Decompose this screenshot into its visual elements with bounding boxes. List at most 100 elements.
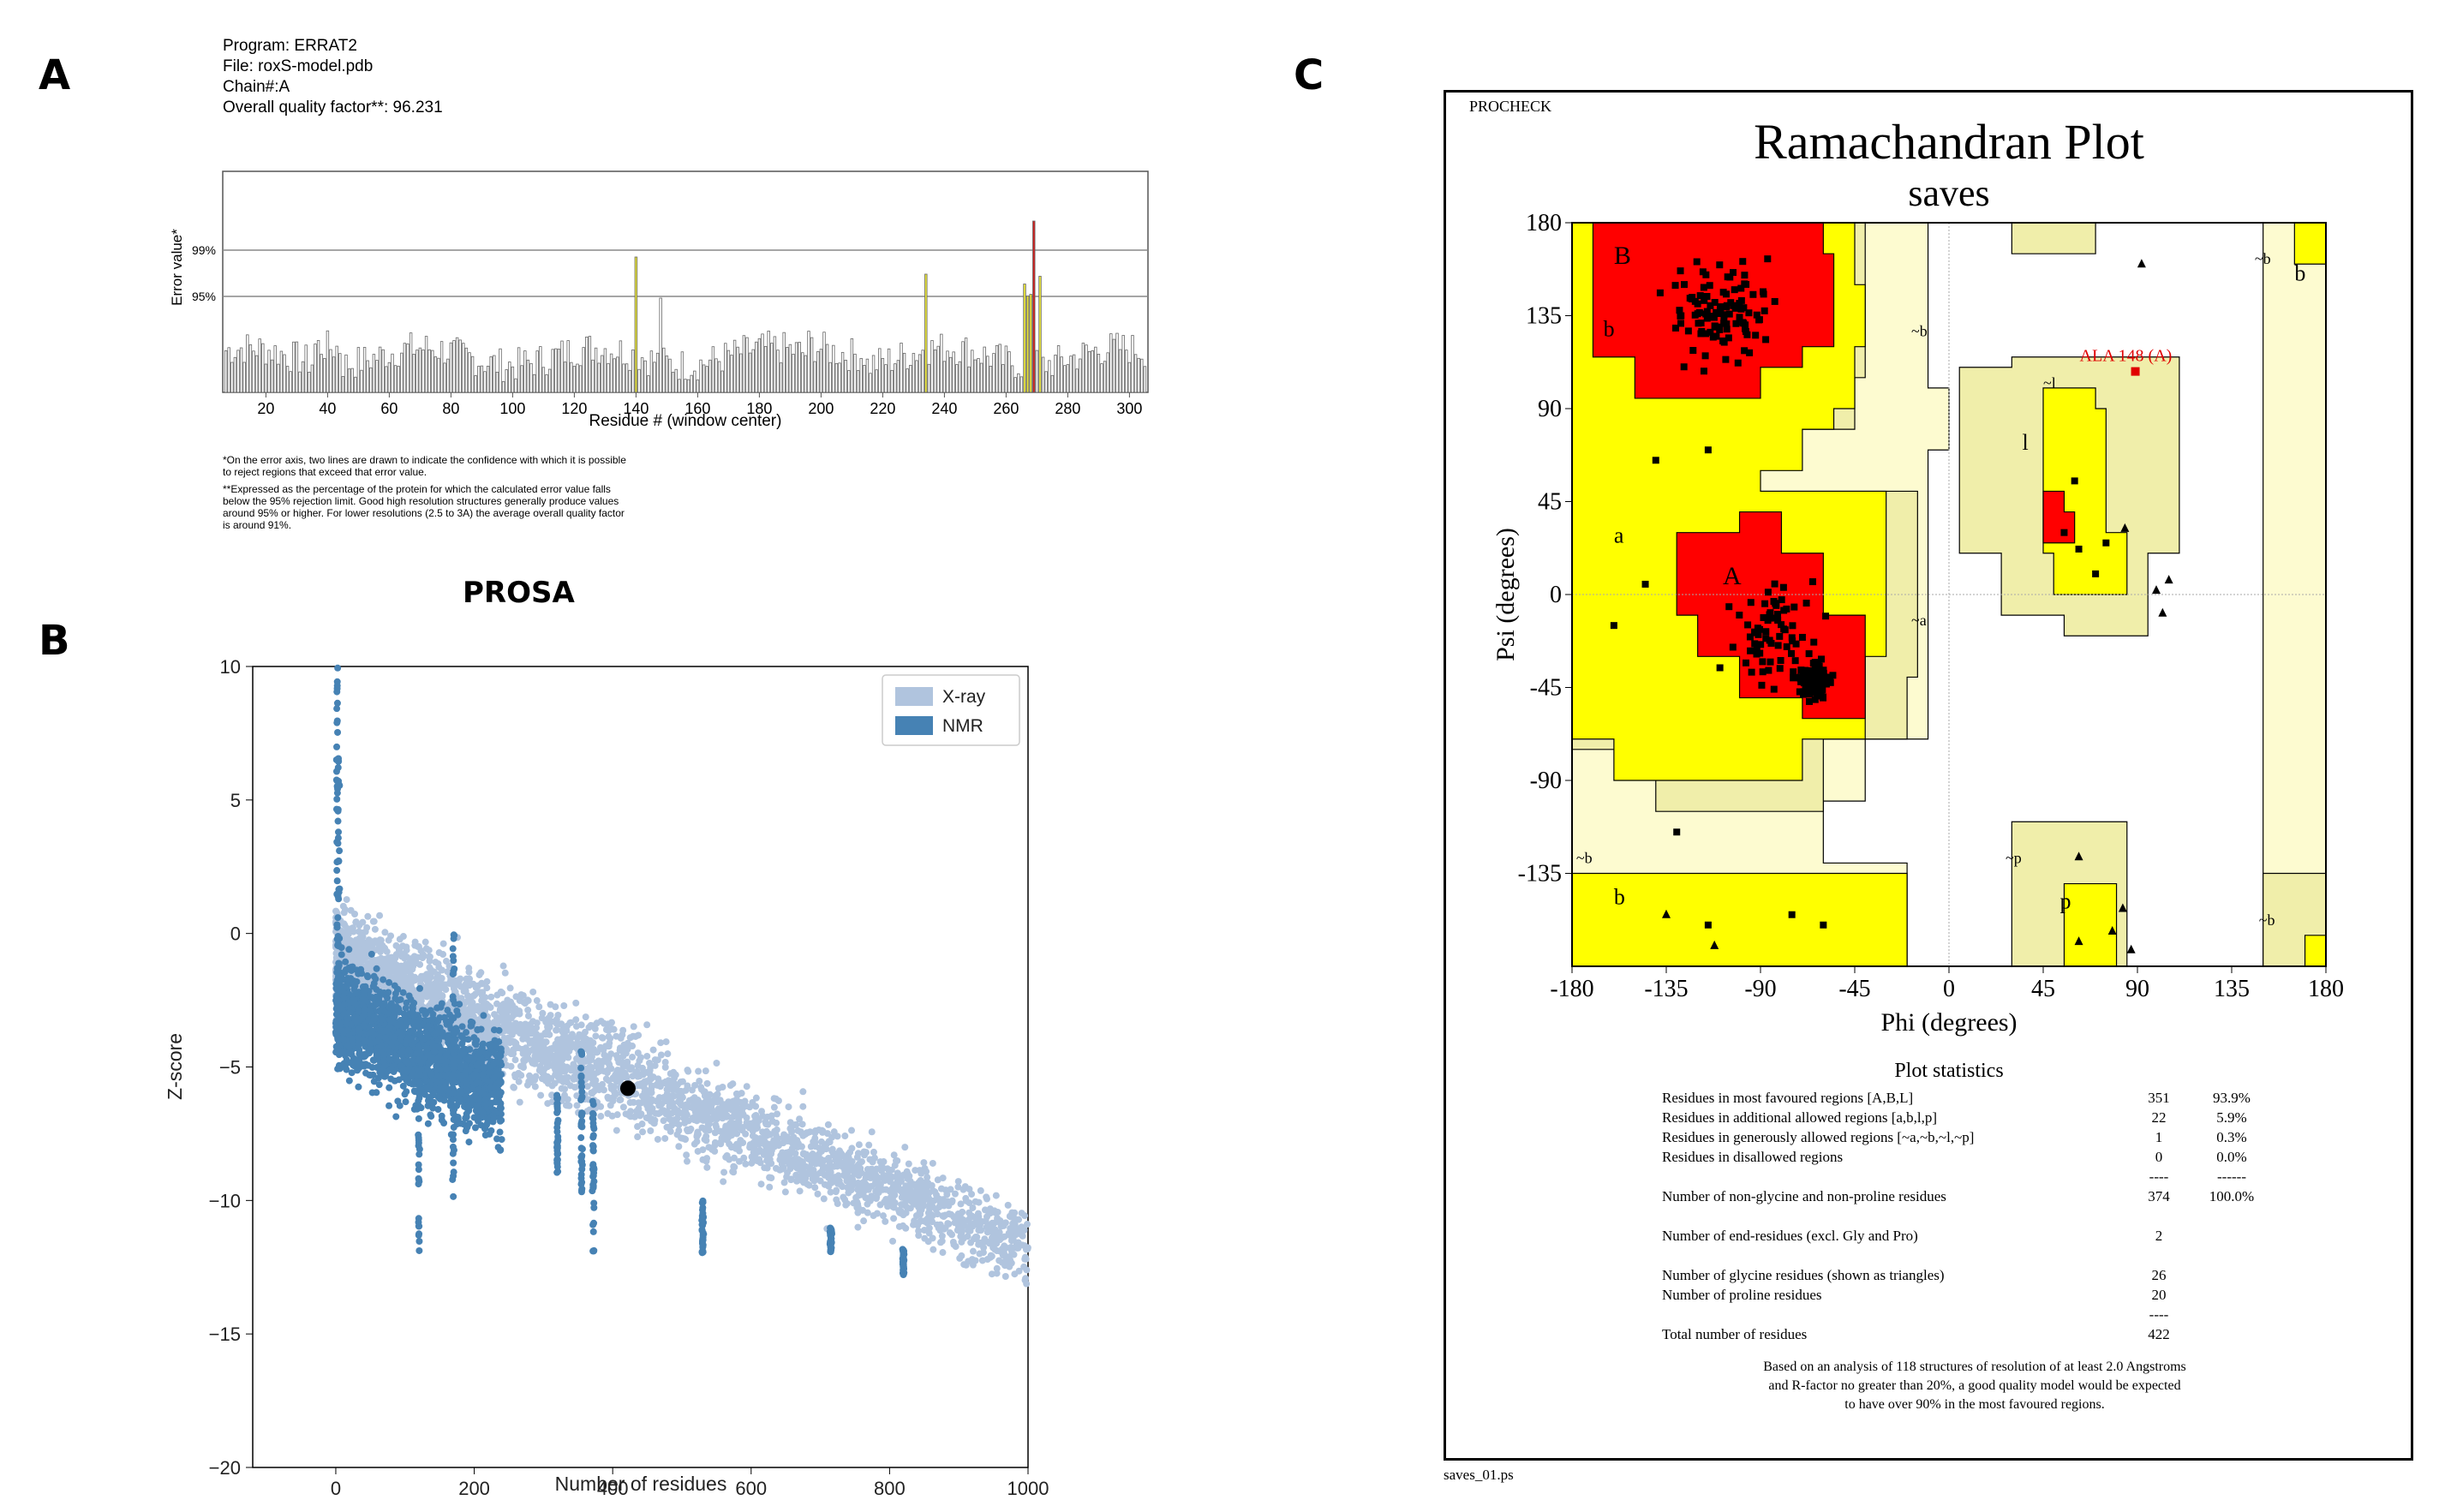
errat-bar xyxy=(1143,366,1147,393)
errat-bar xyxy=(884,364,888,393)
errat-bar xyxy=(622,363,625,393)
prosa-xray-point xyxy=(533,1024,541,1031)
errat-bar xyxy=(958,361,962,393)
prosa-nmr-point xyxy=(424,1044,432,1052)
prosa-xray-point xyxy=(626,1099,634,1107)
prosa-xray-point xyxy=(499,1018,507,1025)
prosa-nmr-point xyxy=(416,984,424,992)
prosa-xray-point xyxy=(381,929,389,936)
prosa-xray-point xyxy=(890,1151,898,1159)
prosa-xray-point xyxy=(948,1231,956,1239)
prosa-xray-point xyxy=(1007,1259,1015,1267)
errat-bar xyxy=(1103,361,1107,393)
prosa-xray-point xyxy=(578,1040,586,1048)
errat-bar xyxy=(927,363,931,393)
prosa-xray-point xyxy=(918,1182,925,1190)
prosa-xray-point xyxy=(684,1067,692,1075)
prosa-xray-point xyxy=(531,1060,539,1067)
prosa-xray-point xyxy=(558,1085,565,1092)
errat-bar xyxy=(859,357,863,393)
prosa-xray-point xyxy=(934,1176,942,1184)
prosa-xray-point xyxy=(948,1210,955,1218)
prosa-xray-point xyxy=(368,938,375,946)
errat-bar xyxy=(995,344,999,393)
prosa-nmr-point xyxy=(434,1106,442,1114)
errat-bar xyxy=(458,339,462,393)
prosa-xray-point xyxy=(411,973,419,981)
prosa-xray-point xyxy=(840,1193,847,1201)
errat-bar xyxy=(242,362,246,393)
errat-bar xyxy=(631,350,635,393)
errat-bar xyxy=(671,372,675,393)
errat-bar xyxy=(366,360,369,393)
errat-bar xyxy=(570,362,573,393)
prosa-nmr-point xyxy=(394,1097,402,1105)
errat-bar xyxy=(532,374,536,393)
errat-bar xyxy=(986,356,989,393)
prosa-xray-point xyxy=(535,1067,543,1074)
errat-bar xyxy=(486,366,490,393)
prosa-xray-point xyxy=(655,1099,663,1107)
errat-bar xyxy=(773,336,777,393)
prosa-xray-point xyxy=(886,1178,894,1186)
errat-bar xyxy=(693,370,696,393)
errat-chain: Chain#:A xyxy=(223,78,290,96)
prosa-nmr-point xyxy=(480,1012,487,1019)
prosa-xray-point xyxy=(903,1168,911,1175)
errat-bar xyxy=(973,359,977,393)
prosa-xray-point xyxy=(634,1133,642,1141)
prosa-xray-point xyxy=(1001,1251,1008,1258)
errat-bar xyxy=(418,347,422,393)
prosa-xray-point xyxy=(841,1133,849,1140)
prosa-xray-point xyxy=(646,1069,654,1077)
prosa-xray-point xyxy=(423,993,431,1001)
errat-bar xyxy=(362,347,367,393)
prosa-xray-point xyxy=(887,1200,894,1208)
errat-bar xyxy=(1091,350,1094,393)
prosa-xray-point xyxy=(741,1097,749,1105)
errat-bar xyxy=(696,379,700,393)
errat-bar xyxy=(896,360,900,393)
errat-bar xyxy=(1140,358,1144,393)
errat-bar xyxy=(298,371,302,393)
errat-bar xyxy=(668,358,672,393)
prosa-nmr-point xyxy=(348,1069,356,1077)
prosa-xray-point xyxy=(770,1103,778,1111)
prosa-xray-point xyxy=(619,1062,627,1070)
prosa-xray-point xyxy=(771,1143,779,1150)
prosa-xray-point xyxy=(743,1083,750,1091)
errat-bar xyxy=(1010,365,1014,393)
prosa-xray-point xyxy=(694,1147,702,1155)
errat-bar xyxy=(397,366,400,393)
errat-bar xyxy=(1100,363,1103,393)
errat-bar xyxy=(462,343,465,393)
prosa-xray-point xyxy=(728,1132,736,1139)
prosa-xray-point xyxy=(542,1038,550,1046)
prosa-xray-point xyxy=(799,1103,807,1110)
prosa-xray-point xyxy=(925,1189,933,1197)
errat-bar xyxy=(711,346,715,393)
errat-header: Program: ERRAT2 File: roxS-model.pdb Cha… xyxy=(223,36,443,118)
errat-bar xyxy=(813,361,816,393)
prosa-xray-point xyxy=(815,1126,822,1133)
prosa-xray-point xyxy=(664,1050,672,1058)
errat-bar xyxy=(535,350,539,393)
errat-bar xyxy=(409,332,413,393)
prosa-xray-point xyxy=(725,1121,732,1129)
errat-bar xyxy=(853,353,857,393)
errat-bar xyxy=(1125,350,1128,393)
prosa-xray-point xyxy=(438,966,445,974)
prosa-xray-point xyxy=(703,1163,711,1171)
prosa-xray-point xyxy=(559,1055,566,1062)
prosa-xray-point xyxy=(607,1102,614,1109)
errat-bar xyxy=(326,330,330,393)
prosa-title: PROSA xyxy=(463,576,575,610)
prosa-xray-point xyxy=(622,1072,630,1079)
errat-bar xyxy=(289,371,292,393)
prosa-xray-point xyxy=(555,1020,563,1028)
prosa-xray-point xyxy=(991,1246,999,1253)
errat-bar xyxy=(989,365,993,393)
prosa-xray-point xyxy=(525,1078,533,1085)
prosa-xray-point xyxy=(626,1066,634,1073)
